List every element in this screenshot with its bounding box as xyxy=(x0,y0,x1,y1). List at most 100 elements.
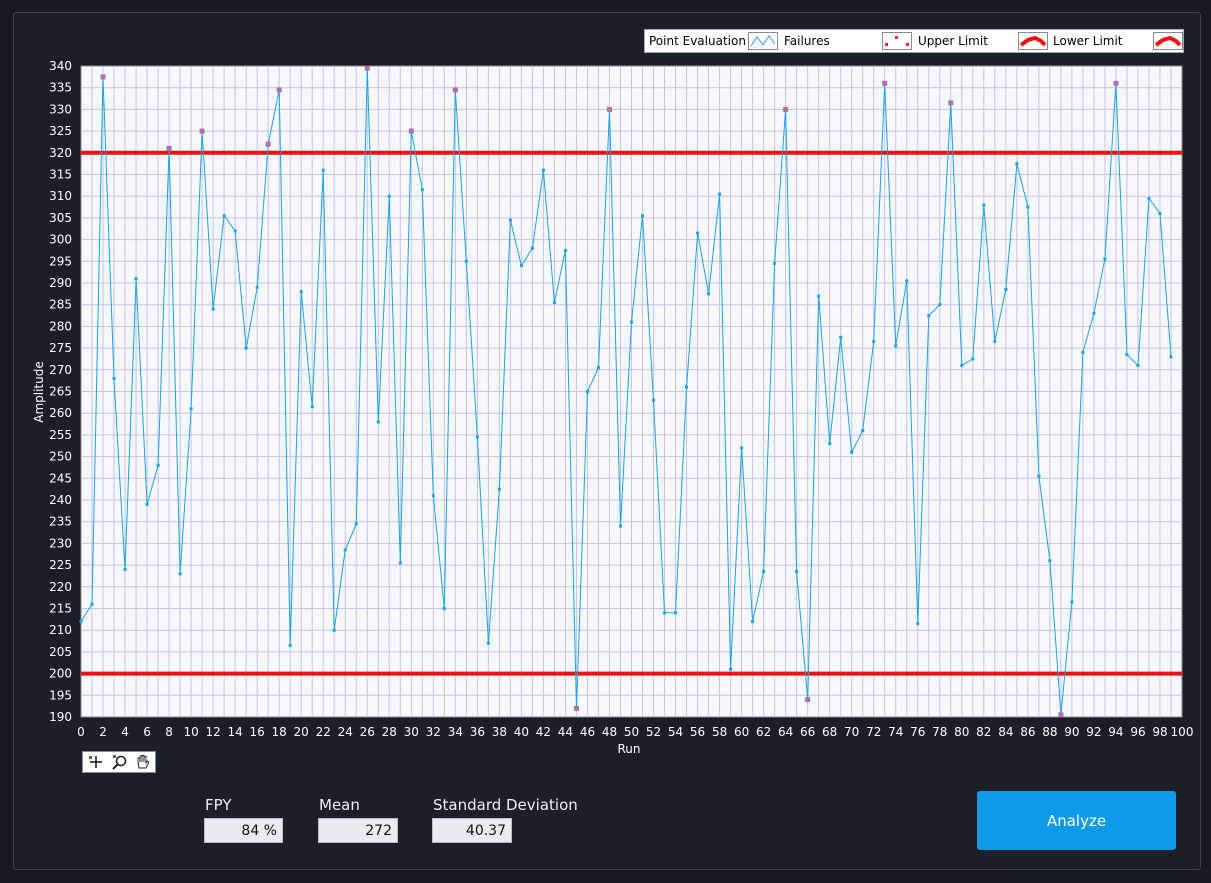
x-tick-label: 2 xyxy=(99,725,107,739)
y-tick-label: 215 xyxy=(49,602,72,616)
data-point xyxy=(773,261,777,265)
x-tick-label: 44 xyxy=(558,725,573,739)
data-point xyxy=(971,357,975,361)
data-point xyxy=(552,301,556,305)
data-point xyxy=(696,231,700,235)
data-point xyxy=(894,344,898,348)
y-tick-label: 310 xyxy=(49,189,72,203)
x-tick-label: 94 xyxy=(1108,725,1123,739)
x-tick-label: 82 xyxy=(976,725,991,739)
data-point xyxy=(685,385,689,389)
y-tick-label: 190 xyxy=(49,710,72,724)
lower-limit-swatch-icon xyxy=(1153,32,1183,50)
y-tick-label: 315 xyxy=(49,168,72,182)
data-point xyxy=(1092,311,1096,315)
chart-legend: Point Evaluation Failures Upper Limit Lo… xyxy=(644,29,1184,53)
data-point xyxy=(960,363,964,367)
data-point xyxy=(938,303,942,307)
data-point xyxy=(927,314,931,318)
data-point xyxy=(508,218,512,222)
data-point xyxy=(563,248,567,252)
x-tick-label: 100 xyxy=(1171,725,1194,739)
x-tick-label: 28 xyxy=(382,725,397,739)
data-point xyxy=(663,611,667,615)
zoom-icon[interactable] xyxy=(110,753,130,771)
y-tick-label: 330 xyxy=(49,102,72,116)
data-point xyxy=(255,285,259,289)
data-point xyxy=(464,259,468,263)
data-point xyxy=(585,390,589,393)
mean-value-field: 272 xyxy=(318,818,398,843)
amplitude-chart: 1901952002052102152202252302352402452502… xyxy=(32,59,1193,756)
failure-marker xyxy=(452,87,458,93)
x-tick-label: 72 xyxy=(866,725,881,739)
failure-marker xyxy=(882,80,888,86)
data-point xyxy=(982,203,986,207)
x-tick-label: 8 xyxy=(165,725,173,739)
y-tick-label: 240 xyxy=(49,493,72,507)
data-point xyxy=(630,320,633,324)
y-tick-label: 340 xyxy=(49,59,72,73)
y-tick-label: 255 xyxy=(49,428,72,442)
std-dev-value-field: 40.37 xyxy=(432,818,512,843)
data-point xyxy=(376,420,380,424)
x-tick-label: 56 xyxy=(690,725,705,739)
x-tick-label: 84 xyxy=(998,725,1013,739)
data-point xyxy=(839,335,843,339)
fpy-value-field: 84 % xyxy=(204,818,283,843)
data-point xyxy=(519,264,523,268)
crosshair-icon[interactable] xyxy=(86,753,106,771)
data-point xyxy=(475,435,479,439)
failures-swatch-icon xyxy=(882,32,912,50)
x-tick-label: 52 xyxy=(646,725,661,739)
data-point xyxy=(288,643,292,647)
x-tick-label: 0 xyxy=(77,725,85,739)
data-point xyxy=(233,229,237,233)
grid-lines xyxy=(81,66,1182,717)
data-point xyxy=(850,450,854,454)
legend-upper-limit-label: Upper Limit xyxy=(918,34,988,48)
x-tick-label: 6 xyxy=(143,725,151,739)
y-tick-label: 260 xyxy=(49,406,72,420)
data-point xyxy=(497,487,501,491)
data-point xyxy=(222,214,226,218)
pan-hand-icon[interactable] xyxy=(133,753,153,771)
std-dev-label: Standard Deviation xyxy=(433,796,578,814)
y-axis-ticks: 190 195 200 205 210 215 220 225 230 235 240 245 250 2… xyxy=(49,59,72,724)
y-tick-label: 295 xyxy=(49,254,72,268)
chart-toolbar xyxy=(82,751,156,773)
data-point xyxy=(189,407,193,411)
data-point xyxy=(861,429,865,433)
x-tick-label: 62 xyxy=(756,725,771,739)
data-point xyxy=(596,366,600,370)
x-tick-label: 90 xyxy=(1064,725,1079,739)
x-tick-label: 24 xyxy=(338,725,353,739)
x-axis-ticks: 0 2 4 6 8 10 12 14 16 18 20 22 24 26 28 30 32 34 36 38 40 42 4… xyxy=(77,725,1193,739)
failure-marker xyxy=(948,100,954,106)
data-point xyxy=(674,611,678,615)
data-point xyxy=(321,168,325,172)
x-tick-label: 66 xyxy=(800,725,815,739)
x-tick-label: 34 xyxy=(448,725,463,739)
data-point xyxy=(420,188,424,192)
y-tick-label: 325 xyxy=(49,124,72,138)
x-tick-label: 92 xyxy=(1086,725,1101,739)
x-tick-label: 54 xyxy=(668,725,683,739)
x-tick-label: 60 xyxy=(734,725,749,739)
y-tick-label: 200 xyxy=(49,667,72,681)
y-tick-label: 250 xyxy=(49,450,72,464)
data-point xyxy=(1015,162,1019,166)
data-point xyxy=(442,607,446,610)
failure-marker xyxy=(100,74,106,80)
data-point xyxy=(1158,212,1162,216)
failure-marker xyxy=(805,697,811,703)
x-axis-label: Run xyxy=(617,742,640,756)
failure-marker xyxy=(573,705,579,711)
x-tick-label: 50 xyxy=(624,725,639,739)
y-tick-label: 335 xyxy=(49,81,72,95)
data-point xyxy=(916,622,920,626)
series-layer xyxy=(79,65,1173,718)
data-point xyxy=(398,561,402,565)
analyze-button[interactable]: Analyze xyxy=(977,791,1176,850)
x-tick-label: 58 xyxy=(712,725,727,739)
